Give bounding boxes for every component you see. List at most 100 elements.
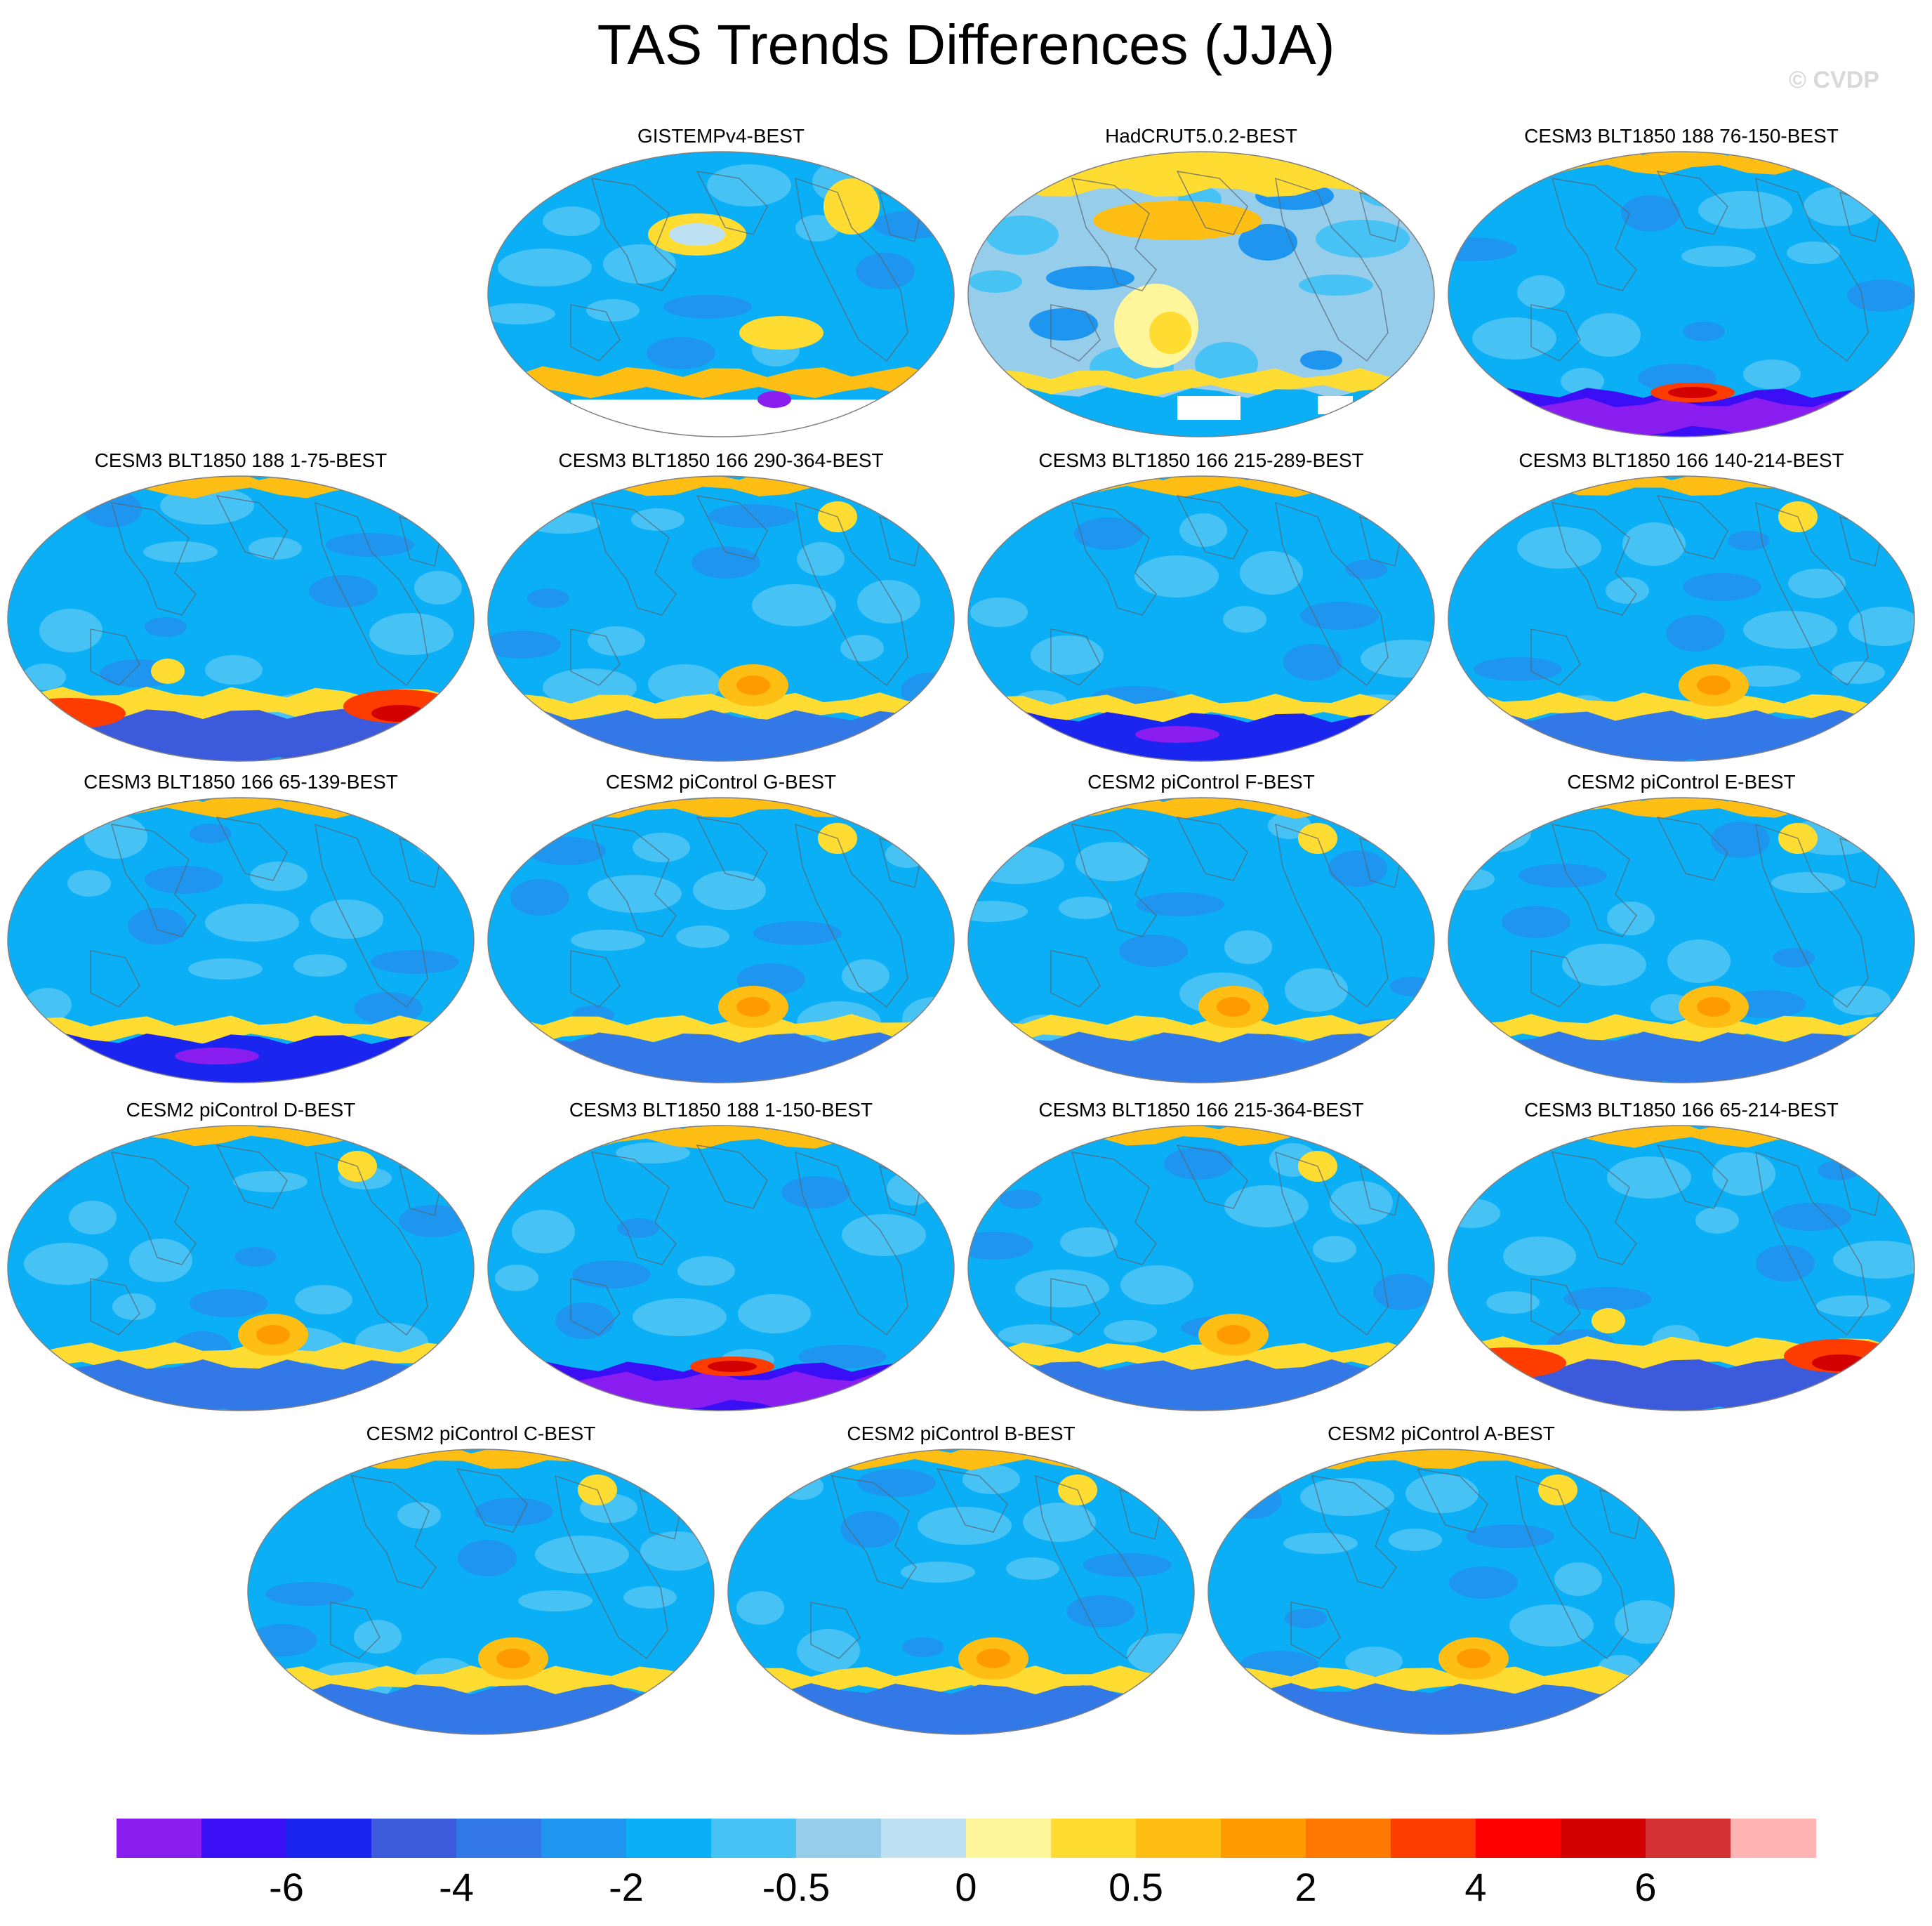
anomaly-patch	[842, 1214, 926, 1256]
map-panel: CESM3 BLT1850 166 290-364-BEST	[487, 448, 955, 762]
map-panel: GISTEMPv4-BEST	[487, 124, 955, 437]
map-outline	[967, 475, 1435, 762]
anomaly-patch	[648, 664, 721, 704]
coastline	[1071, 178, 1157, 291]
anomaly-patch	[190, 824, 232, 843]
colorbar-swatch	[966, 1819, 1052, 1858]
southern-warm-band	[728, 1666, 1194, 1696]
map-outline	[487, 151, 955, 437]
cold-core	[1135, 726, 1219, 743]
map-panel: CESM3 BLT1850 166 140-214-BEST	[1447, 448, 1916, 762]
anomaly-patch	[1832, 661, 1885, 684]
panel-title: CESM2 piControl B-BEST	[847, 1423, 1076, 1444]
anomaly-patch	[1787, 242, 1840, 264]
anomaly-patch	[293, 954, 347, 977]
anomaly-patch	[1562, 944, 1646, 986]
anomaly-patch	[1666, 615, 1725, 652]
anomaly-patch	[603, 244, 676, 284]
map	[1208, 1449, 1675, 1735]
colorbar-swatch	[626, 1819, 712, 1858]
colorbar-swatch	[456, 1819, 542, 1858]
anomaly-patch	[738, 1294, 811, 1333]
panel-title: CESM2 piControl D-BEST	[126, 1099, 356, 1121]
colorbar-swatch	[881, 1819, 967, 1858]
anomaly-patch	[986, 216, 1059, 255]
anomaly-patch	[475, 1498, 553, 1526]
anomaly-patch	[495, 1265, 538, 1291]
colorbar-tick-label: 0.5	[1109, 1865, 1163, 1909]
warm-core	[1217, 1325, 1250, 1345]
cold-core	[175, 1048, 259, 1064]
coastline	[1050, 304, 1101, 362]
panel-title: CESM3 BLT1850 166 140-214-BEST	[1519, 449, 1844, 471]
anomaly-patch	[753, 921, 842, 945]
anomaly-patch	[510, 879, 569, 916]
warm-core	[1217, 997, 1250, 1017]
anomaly-patch	[1607, 1156, 1691, 1199]
map-panel: CESM2 piControl A-BEST	[1207, 1421, 1676, 1735]
coastline	[1530, 628, 1581, 686]
anomaly-patch	[145, 866, 223, 894]
anomaly-patch	[616, 1142, 690, 1163]
anomaly-patch	[205, 904, 299, 942]
anomaly-patch	[1503, 1236, 1576, 1276]
coastline	[570, 1278, 621, 1335]
anomaly-patch	[1031, 635, 1104, 675]
coastline	[1035, 1475, 1149, 1659]
coastline	[1530, 1278, 1581, 1335]
anomaly-patch	[1486, 1291, 1540, 1314]
coastline	[315, 1151, 428, 1335]
coastline	[111, 502, 197, 616]
anomaly-patch	[67, 870, 111, 897]
coastline	[1311, 1475, 1397, 1589]
anomaly-patch	[249, 537, 302, 560]
anomaly-patch	[1134, 555, 1219, 598]
warm-core	[736, 997, 770, 1017]
anomaly-patch	[543, 206, 600, 236]
coastline	[330, 1602, 381, 1659]
map-outline	[1448, 1125, 1915, 1411]
anomaly-patch	[1300, 350, 1342, 370]
coastline	[795, 1151, 908, 1335]
map-outline	[487, 797, 955, 1083]
anomaly-patch	[39, 609, 102, 652]
colorbar-tick-label: 0	[955, 1865, 977, 1909]
coastline	[1071, 824, 1157, 937]
coastline	[1515, 1475, 1629, 1659]
coastline	[90, 950, 140, 1008]
anomaly-patch	[512, 1210, 575, 1253]
colorbar-swatch	[1646, 1819, 1731, 1858]
anomaly-patch	[902, 1637, 944, 1657]
coastline	[1551, 824, 1637, 937]
warm-anomaly	[739, 316, 823, 350]
coastline	[570, 304, 621, 362]
anomaly-patch	[488, 631, 561, 659]
panel-title: CESM3 BLT1850 166 215-364-BEST	[1038, 1099, 1364, 1121]
anomaly-patch	[205, 655, 263, 685]
anomaly-patch	[22, 664, 66, 690]
anomaly-patch	[369, 613, 454, 655]
northern-warm-band	[968, 152, 1434, 197]
anomaly-patch	[1474, 657, 1562, 681]
anomaly-patch	[1683, 573, 1761, 601]
warm-core	[736, 675, 770, 695]
map	[7, 1125, 475, 1411]
anomaly-patch	[555, 1302, 614, 1339]
anomaly-patch	[1466, 1524, 1554, 1548]
coastline	[111, 824, 197, 937]
warm-anomaly	[1149, 312, 1191, 354]
anomaly-patch	[752, 584, 836, 626]
coastline	[1530, 950, 1581, 1008]
anomaly-patch	[1300, 1478, 1394, 1516]
coastline	[1551, 178, 1637, 291]
anomaly-patch	[1015, 1269, 1109, 1307]
southern-warm-band	[1448, 692, 1914, 723]
coastline	[810, 1602, 861, 1659]
colorbar-swatch	[1136, 1819, 1222, 1858]
northern-warm-edge	[488, 798, 954, 819]
anomaly-patch	[633, 833, 690, 862]
colorbar-swatch	[711, 1819, 797, 1858]
coastline	[795, 823, 908, 1008]
colorbar-tick-label: 2	[1295, 1865, 1317, 1909]
coastline	[1755, 823, 1869, 1008]
